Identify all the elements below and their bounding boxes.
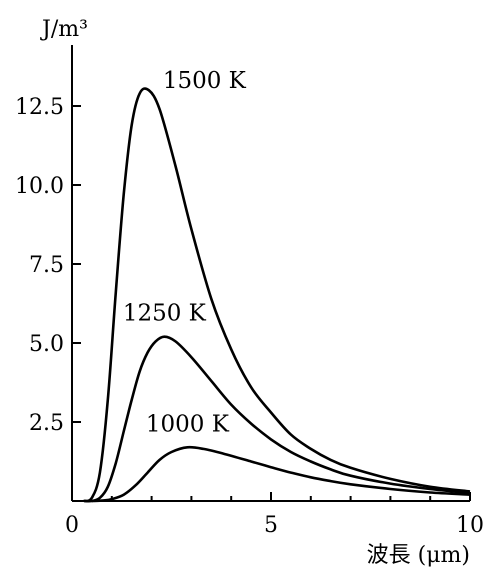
y-tick-label: 12.5 bbox=[15, 95, 64, 120]
series-labels: 1500 K 1250 K 1000 K bbox=[123, 68, 247, 437]
y-tick-label: 5.0 bbox=[29, 332, 64, 357]
series-label-1500k: 1500 K bbox=[163, 68, 247, 94]
curve-1500k bbox=[83, 87, 471, 503]
curve-1250k bbox=[83, 335, 471, 503]
y-tick-label: 2.5 bbox=[29, 411, 64, 436]
x-axis-label: 波長 (μm) bbox=[367, 543, 470, 568]
x-ticks: 0 5 10 bbox=[65, 492, 484, 538]
y-tick-label: 7.5 bbox=[29, 253, 64, 278]
y-ticks: 2.5 5.0 7.5 10.0 12.5 bbox=[15, 95, 81, 436]
y-tick-label: 10.0 bbox=[15, 174, 64, 199]
series-label-1250k: 1250 K bbox=[123, 301, 207, 327]
y-axis-label: J/m³ bbox=[40, 17, 88, 42]
x-tick-label: 0 bbox=[65, 513, 79, 538]
x-tick-label: 10 bbox=[456, 513, 484, 538]
curve-1000k bbox=[91, 445, 471, 503]
curves bbox=[83, 87, 471, 503]
x-tick-label: 5 bbox=[264, 513, 278, 538]
series-label-1000k: 1000 K bbox=[146, 411, 230, 437]
